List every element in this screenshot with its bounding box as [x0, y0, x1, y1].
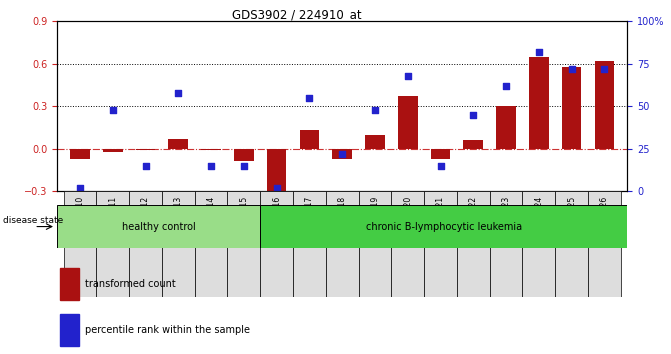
Text: healthy control: healthy control [121, 222, 195, 232]
Bar [103, 149, 123, 152]
Point [271, 185, 282, 190]
Text: GSM658020: GSM658020 [403, 195, 412, 242]
Bar [365, 135, 385, 149]
Point [370, 107, 380, 113]
Bar [168, 139, 188, 149]
Point [304, 95, 315, 101]
Text: GSM658017: GSM658017 [305, 195, 314, 242]
Text: GSM658019: GSM658019 [370, 195, 380, 242]
Bar [588, 191, 621, 297]
Point [173, 90, 184, 96]
Bar [529, 57, 549, 149]
Point [74, 185, 85, 190]
Bar [595, 61, 614, 149]
Text: transformed count: transformed count [85, 279, 176, 289]
Point [533, 49, 544, 55]
Point [566, 66, 577, 72]
Text: GSM658016: GSM658016 [272, 195, 281, 242]
Text: percentile rank within the sample: percentile rank within the sample [85, 325, 250, 335]
Bar [556, 191, 588, 297]
Bar [64, 191, 97, 297]
Bar [227, 191, 260, 297]
Text: GSM658010: GSM658010 [75, 195, 85, 242]
Text: GSM658024: GSM658024 [534, 195, 544, 242]
Bar [523, 191, 556, 297]
Point [206, 163, 217, 169]
Bar [293, 191, 326, 297]
Text: GSM658025: GSM658025 [567, 195, 576, 242]
Bar [60, 314, 79, 346]
Title: GDS3902 / 224910_at: GDS3902 / 224910_at [231, 8, 362, 21]
Point [468, 112, 478, 118]
Point [501, 83, 511, 88]
Bar [136, 149, 156, 150]
Bar [457, 191, 490, 297]
Bar [234, 149, 254, 161]
Point [140, 163, 151, 169]
Point [599, 66, 610, 72]
Bar [562, 67, 582, 149]
Text: GSM658015: GSM658015 [240, 195, 248, 242]
Point [403, 73, 413, 79]
Bar [398, 96, 417, 149]
Bar [57, 205, 260, 248]
Point [238, 163, 249, 169]
Bar [97, 191, 129, 297]
Bar [162, 191, 195, 297]
Point [435, 163, 446, 169]
Text: GSM658012: GSM658012 [141, 195, 150, 241]
Bar [70, 149, 90, 159]
Text: GSM658022: GSM658022 [469, 195, 478, 241]
Point [337, 151, 348, 156]
Text: GSM658021: GSM658021 [436, 195, 445, 241]
Bar [260, 205, 627, 248]
Text: GSM658014: GSM658014 [207, 195, 215, 242]
Text: disease state: disease state [3, 216, 63, 225]
Bar [431, 149, 450, 159]
Bar [424, 191, 457, 297]
Bar [490, 191, 523, 297]
Text: chronic B-lymphocytic leukemia: chronic B-lymphocytic leukemia [366, 222, 522, 232]
Bar [60, 268, 79, 300]
Bar [299, 130, 319, 149]
Bar [332, 149, 352, 159]
Bar [391, 191, 424, 297]
Text: GSM658026: GSM658026 [600, 195, 609, 242]
Bar [201, 149, 221, 150]
Bar [195, 191, 227, 297]
Text: GSM658011: GSM658011 [108, 195, 117, 241]
Point [107, 107, 118, 113]
Text: GSM658013: GSM658013 [174, 195, 183, 242]
Bar [267, 149, 287, 202]
Bar [358, 191, 391, 297]
Text: GSM658023: GSM658023 [502, 195, 511, 242]
Bar [326, 191, 358, 297]
Text: GSM658018: GSM658018 [338, 195, 347, 241]
Bar [497, 106, 516, 149]
Bar [129, 191, 162, 297]
Bar [260, 191, 293, 297]
Bar [464, 140, 483, 149]
